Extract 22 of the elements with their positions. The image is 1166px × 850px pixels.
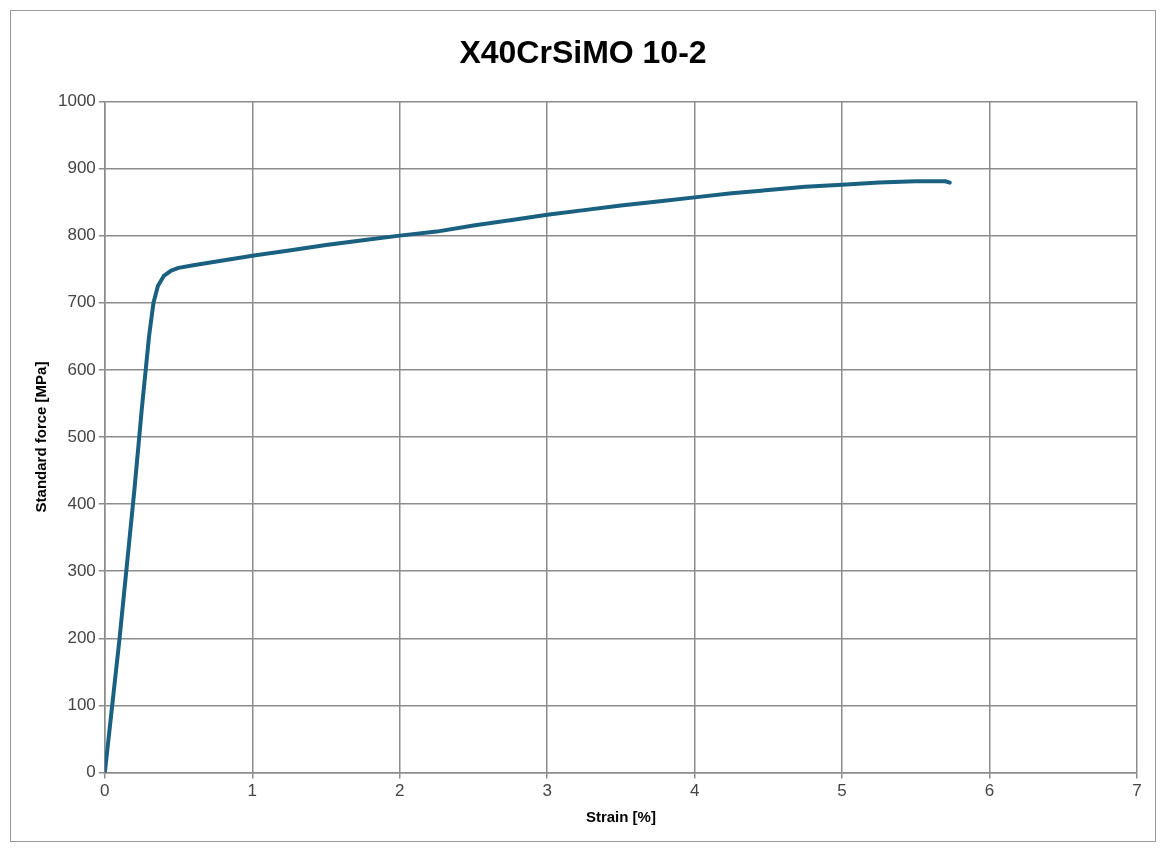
y-tick-label: 600 (67, 359, 96, 379)
x-tick-label: 7 (1132, 781, 1142, 801)
y-tick-label: 100 (67, 695, 96, 715)
y-tick-label: 300 (67, 560, 96, 580)
x-axis-title: Strain [%] (585, 808, 656, 826)
x-tick-label: 0 (100, 781, 110, 801)
x-tick-label: 6 (984, 781, 995, 801)
y-tick-label: 700 (67, 292, 96, 312)
y-tick-label: 200 (67, 628, 96, 648)
y-tick-label: 1000 (57, 91, 96, 111)
x-tick-label: 5 (837, 781, 847, 801)
y-tick-label: 400 (67, 493, 96, 513)
chart-title: X40CrSiMO 10-2 (459, 34, 707, 71)
x-tick-label: 4 (689, 781, 700, 801)
x-tick-label: 3 (542, 781, 552, 801)
x-tick-label: 1 (247, 781, 258, 801)
y-axis-title: Standard force [MPa] (32, 361, 50, 513)
y-tick-label: 500 (67, 426, 96, 446)
y-tick-label: 0 (86, 762, 96, 782)
x-tick-label: 2 (394, 781, 405, 801)
y-tick-label: 800 (67, 225, 96, 245)
y-tick-label: 900 (67, 158, 96, 178)
